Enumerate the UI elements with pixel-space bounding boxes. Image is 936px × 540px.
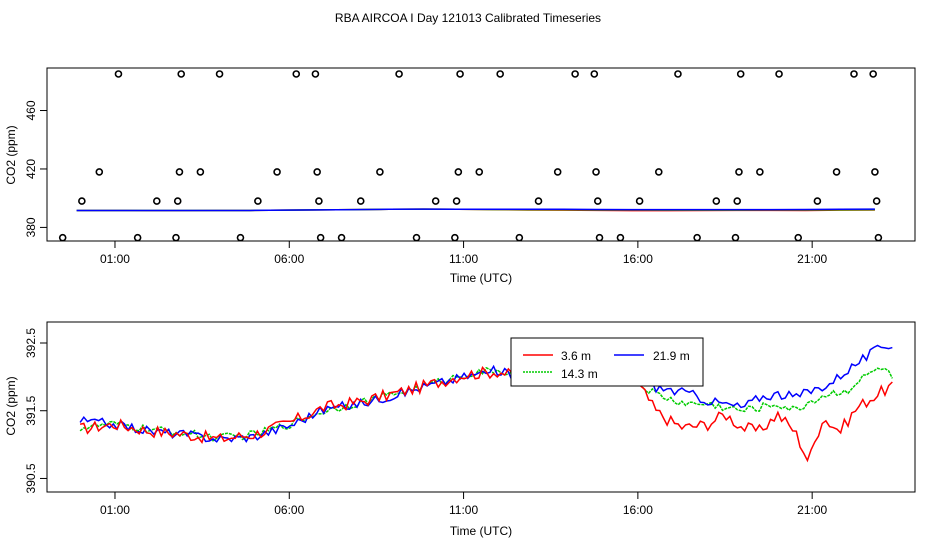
x-axis-label-top: Time (UTC): [450, 271, 512, 285]
top-data-point: [95, 168, 104, 176]
top-data-point: [315, 197, 323, 205]
top-data-point: [756, 168, 764, 176]
bottom-series-line-3-6-m: [79, 342, 893, 463]
top-data-point: [175, 168, 184, 176]
top-data-point: [553, 168, 562, 176]
top-data-point: [496, 70, 504, 78]
legend: 3.6 m 21.9 m 14.3 m: [510, 337, 704, 387]
top-data-point: [534, 197, 543, 205]
top-data-point: [869, 70, 877, 78]
bottom-xtick-label-3: 16:00: [623, 503, 653, 517]
top-data-point: [635, 197, 644, 205]
top-data-point: [731, 233, 740, 242]
legend-box: [510, 337, 704, 387]
bottom-xtick-label-4: 21:00: [797, 503, 827, 517]
top-data-point: [133, 233, 142, 242]
legend-label-21-9m: 21.9 m: [653, 349, 690, 363]
top-data-point: [153, 197, 161, 205]
top-data-point: [431, 197, 440, 205]
top-data-point: [58, 233, 67, 242]
chart-title: RBA AIRCOA I Day 121013 Calibrated Times…: [335, 11, 601, 25]
bottom-xtick-label-1: 06:00: [274, 503, 304, 517]
bottom-ytick-label-0: 390.5: [24, 463, 38, 493]
legend-label-14-3m: 14.3 m: [561, 367, 598, 381]
top-ytick-label-2: 460: [24, 100, 38, 120]
top-data-point: [196, 168, 205, 176]
bottom-series-line-14-3-m: [79, 355, 894, 442]
top-data-point: [356, 197, 365, 205]
top-data-point: [313, 168, 321, 176]
top-xtick-label-0: 01:00: [100, 252, 130, 266]
top-data-point: [173, 197, 182, 205]
plot-frame-top: [46, 67, 916, 242]
y-axis-label-top: CO2 (ppm): [4, 125, 18, 184]
top-data-point: [874, 233, 883, 242]
panel-timeseries-lines: 01:00 06:00 11:00 16:00 21:00 390.5 391.5 392.…: [4, 321, 916, 538]
top-data-point: [595, 233, 604, 242]
top-data-point: [571, 70, 579, 78]
top-data-point: [78, 197, 86, 205]
panel-timeseries-scatter: 01:00 06:00 11:00 16:00 21:00 380 420 460 Time…: [4, 67, 916, 285]
top-xtick-label-4: 21:00: [797, 252, 827, 266]
top-ytick-label-1: 420: [24, 159, 38, 179]
top-data-point: [273, 168, 281, 176]
top-data-point: [236, 233, 245, 242]
top-data-point: [592, 168, 600, 176]
x-axis-label-bottom: Time (UTC): [450, 524, 512, 538]
top-data-point: [311, 70, 320, 78]
bottom-ytick-label-1: 391.5: [24, 395, 38, 425]
top-data-point: [451, 233, 459, 242]
top-xtick-label-1: 06:00: [274, 252, 304, 266]
top-data-point: [412, 233, 421, 242]
top-data-point: [395, 70, 403, 78]
top-data-point: [376, 168, 384, 176]
bottom-ytick-label-2: 392.5: [24, 328, 38, 358]
top-data-point: [733, 197, 742, 205]
top-data-point: [515, 233, 524, 242]
top-data-point: [590, 70, 599, 78]
top-data-point: [254, 197, 262, 205]
bottom-xtick-label-0: 01:00: [100, 503, 130, 517]
top-data-point: [871, 168, 879, 176]
top-data-point: [114, 70, 123, 78]
y-axis-label-bottom: CO2 (ppm): [4, 376, 18, 435]
top-data-point: [172, 233, 180, 242]
top-xtick-label-2: 11:00: [449, 252, 478, 266]
top-xtick-label-3: 16:00: [623, 252, 653, 266]
top-data-point: [794, 233, 803, 242]
bottom-series-line-21-9-m: [79, 344, 893, 444]
top-data-point: [292, 70, 301, 78]
top-series-line-2: [76, 208, 875, 212]
top-data-point: [215, 70, 224, 78]
top-data-point: [454, 168, 463, 176]
legend-label-3-6m: 3.6 m: [561, 349, 591, 363]
top-data-point: [735, 168, 743, 176]
top-data-point: [693, 233, 701, 242]
top-data-point: [712, 197, 721, 205]
top-data-point: [316, 233, 325, 242]
plot-frame-bottom: [46, 321, 916, 493]
bottom-xtick-label-2: 11:00: [449, 503, 478, 517]
top-data-point: [674, 70, 682, 78]
top-data-point: [813, 197, 822, 205]
top-data-point: [452, 197, 461, 205]
top-data-point: [872, 197, 881, 205]
top-data-point: [736, 70, 745, 78]
top-ytick-label-0: 380: [24, 217, 38, 237]
top-data-point: [177, 70, 186, 78]
top-data-point: [616, 233, 625, 242]
top-data-point: [337, 233, 346, 242]
top-data-point: [832, 168, 841, 176]
top-data-point: [775, 70, 783, 78]
top-data-point: [850, 70, 858, 78]
top-data-point: [593, 197, 602, 205]
top-data-point: [456, 70, 464, 78]
top-data-point: [475, 168, 484, 176]
top-data-point: [654, 168, 663, 176]
